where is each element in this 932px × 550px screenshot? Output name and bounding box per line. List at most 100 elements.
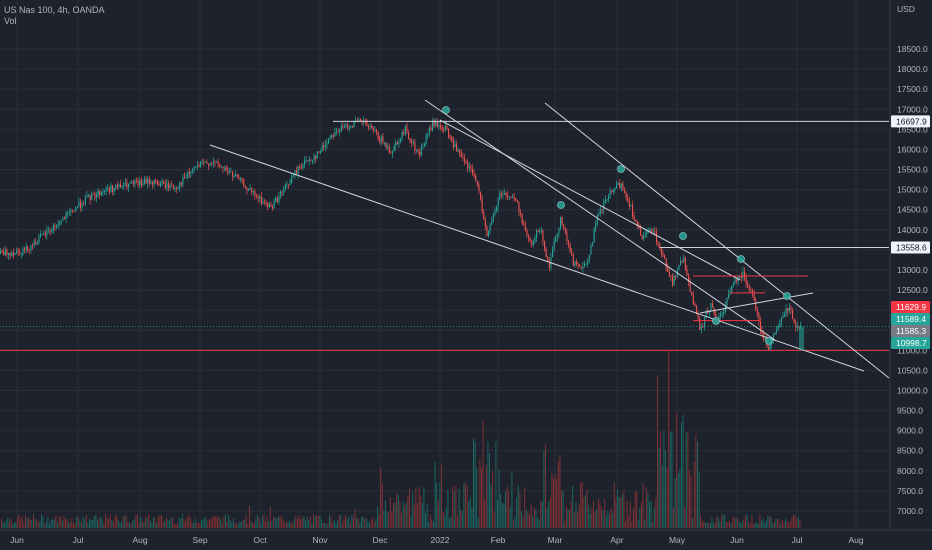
- volume-bar: [589, 513, 591, 528]
- candle-body: [732, 283, 734, 287]
- price-axis: [890, 0, 932, 550]
- volume-bar: [765, 520, 767, 528]
- volume-bar: [785, 519, 786, 528]
- candle-body: [521, 213, 523, 224]
- volume-bar: [117, 519, 119, 528]
- candle-body: [12, 252, 14, 256]
- volume-bar: [701, 520, 703, 528]
- volume-bar: [213, 516, 215, 528]
- candle-body: [299, 166, 301, 168]
- pivot-marker: [617, 165, 625, 173]
- trend-line: [439, 119, 741, 281]
- volume-bar: [245, 515, 247, 528]
- volume-bar: [153, 516, 154, 528]
- candle-body: [452, 141, 454, 147]
- y-tick-label: 13000.0: [897, 265, 928, 275]
- volume-bar: [444, 515, 446, 528]
- volume-bar: [642, 483, 644, 528]
- candle-body: [734, 279, 736, 284]
- candle-body: [32, 245, 34, 246]
- tag-13558: 13558.6: [896, 243, 927, 253]
- volume-bar: [65, 519, 66, 528]
- candle-body: [80, 202, 82, 208]
- volume-bar: [183, 518, 185, 528]
- candle-body: [352, 126, 354, 128]
- volume-bar: [79, 520, 81, 528]
- candle-body: [124, 182, 126, 186]
- candle-body: [416, 150, 418, 151]
- candle-body: [403, 132, 405, 135]
- candle-body: [136, 180, 138, 182]
- candle-body: [681, 261, 683, 263]
- candle-body: [94, 193, 96, 198]
- volume-bar: [369, 523, 370, 528]
- candle-body: [52, 225, 54, 231]
- volume-bar: [133, 519, 135, 528]
- volume-bar: [719, 521, 721, 528]
- candle-body: [241, 178, 243, 180]
- candle-body: [755, 300, 757, 311]
- volume-bar: [476, 467, 478, 528]
- volume-bar: [401, 513, 402, 528]
- volume-bar: [306, 516, 308, 528]
- candle-body: [664, 255, 666, 259]
- candle-body: [510, 196, 512, 198]
- candle-body: [404, 126, 406, 135]
- candle-body: [387, 146, 389, 148]
- candle-body: [649, 229, 651, 231]
- candle-body: [539, 230, 541, 232]
- volume-bar: [98, 518, 100, 528]
- candle-body: [576, 261, 578, 264]
- volume-bar: [599, 502, 601, 528]
- volume-bar: [205, 519, 207, 528]
- volume-bar: [415, 487, 417, 528]
- candle-body: [336, 131, 338, 132]
- x-tick-label: 2022: [431, 535, 450, 545]
- candle-body: [328, 139, 330, 144]
- price-tag-bg: [891, 301, 930, 313]
- volume-bar: [666, 468, 668, 528]
- candle-body: [110, 184, 112, 193]
- volume-bar: [591, 507, 593, 528]
- volume-bar: [50, 519, 52, 528]
- candle-body: [779, 322, 781, 326]
- volume-bar: [282, 519, 284, 528]
- volume-bar: [145, 516, 146, 528]
- volume-bar: [324, 522, 326, 528]
- y-tick-label: 7500.0: [897, 486, 923, 496]
- candle-body: [300, 167, 302, 169]
- volume-bar: [652, 521, 654, 528]
- volume-bar: [268, 521, 270, 528]
- volume-bar: [237, 524, 239, 528]
- volume-bar: [23, 523, 25, 528]
- volume-bar: [28, 517, 30, 528]
- volume-bar: [490, 485, 492, 528]
- candle-body: [545, 249, 547, 257]
- volume-bar: [594, 511, 596, 528]
- candle-body: [102, 191, 104, 193]
- candle-body: [30, 245, 32, 251]
- candle-body: [284, 184, 286, 189]
- volume-bar: [201, 519, 202, 528]
- volume-bar: [292, 523, 294, 528]
- volume-bar: [71, 517, 73, 528]
- volume-bar: [229, 519, 231, 528]
- volume-bar: [209, 519, 210, 528]
- volume-bar: [503, 502, 505, 528]
- candle-body: [489, 224, 491, 231]
- candle-body: [776, 330, 778, 333]
- candle-body: [292, 175, 294, 177]
- candle-body: [379, 139, 381, 142]
- candle-body: [153, 180, 155, 185]
- candle-body: [230, 171, 232, 173]
- candle-body: [492, 214, 494, 221]
- volume-bar: [583, 497, 585, 528]
- volume-bar: [373, 522, 375, 528]
- volume-bar: [233, 518, 234, 528]
- candle-body: [188, 172, 190, 174]
- candle-body: [345, 124, 347, 126]
- volume-bar: [378, 514, 380, 528]
- volume-bar: [301, 517, 303, 528]
- volume-bar: [637, 519, 639, 528]
